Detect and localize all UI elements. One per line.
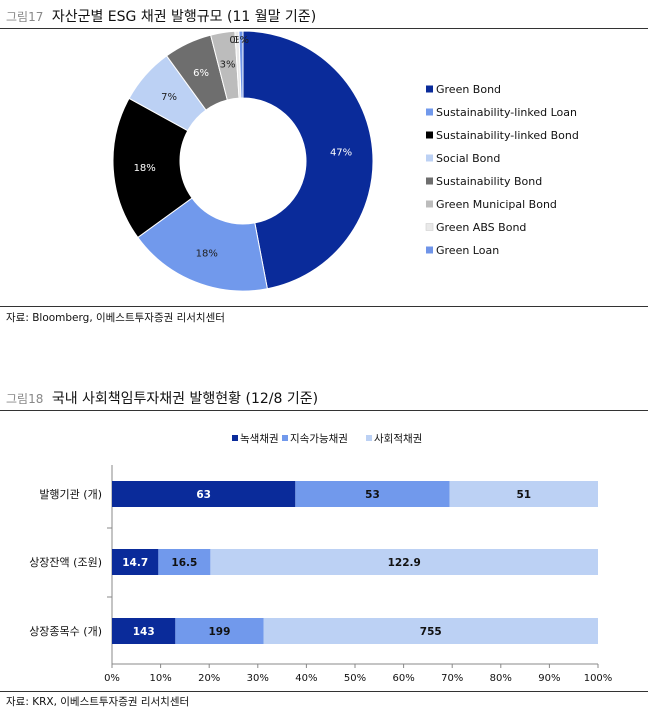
legend-entry-1: Sustainability-linked Loan	[436, 106, 577, 119]
legend-entry-0: Green Bond	[436, 83, 501, 96]
pie-data-label-6: 0%	[229, 35, 245, 46]
legend-swatch-1	[282, 435, 288, 441]
x-tick-label-2: 20%	[198, 673, 220, 684]
pie-data-label-5: 3%	[220, 60, 236, 71]
bar-data-label-2-1: 199	[208, 626, 230, 638]
bar-data-label-2-2: 755	[420, 626, 442, 638]
x-tick-label-10: 100%	[584, 673, 613, 684]
figure17-number: 그림17	[6, 10, 44, 24]
bar-segment-0-1	[295, 481, 450, 507]
bar-segment-1-1	[158, 549, 211, 575]
legend-swatch-0	[426, 85, 433, 93]
bar-segment-1-0	[112, 549, 159, 575]
figure17-title: 그림17 자산군별 ESG 채권 발행규모 (11 월말 기준)	[6, 6, 316, 26]
legend-swatch-5	[426, 200, 433, 208]
x-tick-label-5: 50%	[344, 673, 366, 684]
pie-data-label-7: 1%	[233, 35, 249, 46]
x-tick-label-0: 0%	[104, 673, 120, 684]
bar-data-label-0-0: 63	[196, 489, 211, 501]
pie-slice-2	[112, 97, 193, 239]
bar-segment-2-0	[112, 618, 176, 644]
figure18-bottom-rule	[0, 691, 648, 692]
legend-swatch-7	[426, 246, 433, 254]
bar-segment-0-2	[449, 481, 598, 507]
figure17-top-rule	[0, 28, 648, 29]
legend-entry-2: Sustainability-linked Bond	[436, 129, 579, 142]
legend-entry-3: Social Bond	[436, 152, 500, 165]
category-label-1: 상장잔액 (조원)	[29, 556, 102, 569]
legend-swatch-1	[426, 108, 433, 116]
pie-slice-7	[238, 30, 244, 99]
pie-data-label-4: 6%	[193, 68, 209, 79]
x-tick-label-6: 60%	[392, 673, 414, 684]
legend-swatch-2	[426, 131, 433, 139]
bar-segment-0-0	[112, 481, 296, 507]
x-tick-label-7: 70%	[441, 673, 463, 684]
category-label-0: 발행기관 (개)	[39, 488, 102, 501]
legend-entry-6: Green ABS Bond	[436, 221, 526, 234]
figure17-bottom-rule	[0, 306, 648, 307]
figure18-title: 그림18 국내 사회책임투자채권 발행현황 (12/8 기준)	[6, 388, 318, 408]
figure17-source: 자료: Bloomberg, 이베스트투자증권 리서치센터	[6, 312, 225, 324]
x-tick-label-4: 40%	[295, 673, 317, 684]
legend-entry-5: Green Municipal Bond	[436, 198, 557, 211]
pie-data-label-0: 47%	[330, 148, 352, 159]
legend-entry-2: 사회적채권	[374, 433, 422, 445]
figure18-top-rule	[0, 410, 648, 411]
x-tick-label-1: 10%	[149, 673, 171, 684]
legend-entry-7: Green Loan	[436, 244, 499, 257]
pie-slice-0	[242, 30, 374, 290]
legend-entry-0: 녹색채권	[240, 433, 279, 445]
legend-entry-4: Sustainability Bond	[436, 175, 542, 188]
legend-swatch-6	[425, 223, 434, 231]
bar-data-label-1-1: 16.5	[171, 557, 197, 569]
bar-data-label-2-0: 143	[133, 626, 155, 638]
figure18-number: 그림18	[6, 392, 44, 406]
legend-swatch-0	[232, 435, 238, 441]
legend-swatch-3	[426, 154, 433, 162]
bar-segment-1-2	[210, 549, 598, 575]
legend-swatch-4	[426, 177, 433, 185]
x-tick-label-3: 30%	[247, 673, 269, 684]
category-label-2: 상장종목수 (개)	[29, 625, 102, 638]
figure17-title-text: 자산군별 ESG 채권 발행규모 (11 월말 기준)	[51, 9, 317, 25]
bar-segment-2-2	[263, 618, 598, 644]
figure18-source: 자료: KRX, 이베스트투자증권 리서치센터	[6, 696, 190, 708]
x-tick-label-8: 80%	[490, 673, 512, 684]
pie-data-label-1: 18%	[196, 249, 218, 260]
stacked-bar-chart: 녹색채권 지속가능채권 사회적채권 0% 10% 20% 30% 40% 50% 60% 70% 80…	[29, 433, 613, 684]
x-tick-label-9: 90%	[538, 673, 560, 684]
donut-chart: 47% 18% 18% 7% 6% 3% 0%1% Green Bond Sustainabil…	[112, 30, 579, 292]
bar-data-label-1-0: 14.7	[122, 557, 148, 569]
pie-data-label-3: 7%	[161, 92, 177, 103]
legend-swatch-2	[366, 435, 372, 441]
pie-slice-1	[137, 197, 268, 292]
bar-data-label-0-1: 53	[365, 489, 380, 501]
bar-segment-2-1	[175, 618, 264, 644]
bar-data-label-1-2: 122.9	[388, 557, 421, 569]
figure18-title-text: 국내 사회책임투자채권 발행현황 (12/8 기준)	[51, 391, 319, 407]
legend-entry-1: 지속가능채권	[290, 433, 348, 445]
bar-data-label-0-2: 51	[516, 489, 531, 501]
pie-data-label-2: 18%	[134, 163, 156, 174]
